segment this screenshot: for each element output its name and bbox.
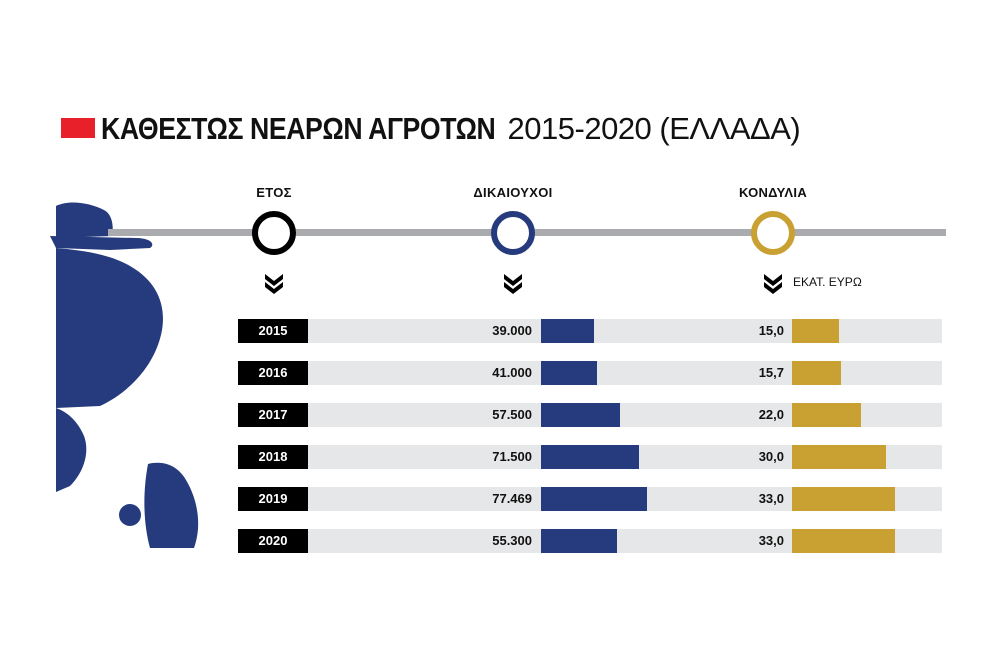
year-label: 2019 <box>238 487 308 511</box>
year-label: 2018 <box>238 445 308 469</box>
beneficiaries-value-label: 77.469 <box>492 491 532 506</box>
chart-title: ΚΑΘΕΣΤΩΣ ΝΕΑΡΩΝ ΑΓΡΟΤΩΝ 2015-2020 (ΕΛΛΑΔΑ… <box>101 110 801 148</box>
title-light: 2015-2020 (ΕΛΛΑΔΑ) <box>507 111 801 146</box>
chevron-double-down-icon <box>265 274 283 294</box>
chevron-double-down-icon <box>764 274 782 294</box>
beneficiaries-value-label: 39.000 <box>492 323 532 338</box>
beneficiaries-bar <box>541 529 617 553</box>
funds-bar <box>792 529 895 553</box>
funds-ring-icon <box>751 211 795 255</box>
beneficiaries-value-label: 55.300 <box>492 533 532 548</box>
beneficiaries-ring-icon <box>491 211 535 255</box>
row-background <box>308 361 942 385</box>
beneficiaries-bar <box>541 487 647 511</box>
beneficiaries-bar <box>541 445 639 469</box>
beneficiaries-value-label: 71.500 <box>492 449 532 464</box>
beneficiaries-bar <box>541 403 620 427</box>
funds-bar <box>792 445 886 469</box>
funds-value-label: 30,0 <box>758 449 784 464</box>
year-label: 2020 <box>238 529 308 553</box>
funds-bar <box>792 403 861 427</box>
beneficiaries-value-label: 57.500 <box>492 407 532 422</box>
year-label: 2016 <box>238 361 308 385</box>
beneficiaries-bar <box>541 319 594 343</box>
funds-value-label: 15,0 <box>758 323 784 338</box>
funds-value-label: 15,7 <box>758 365 784 380</box>
funds-bar <box>792 487 895 511</box>
funds-bar <box>792 319 839 343</box>
column-header-year: ΕΤΟΣ <box>256 185 292 200</box>
title-accent-square <box>61 118 95 138</box>
chevron-double-down-icon <box>504 274 522 294</box>
funds-value-label: 33,0 <box>758 491 784 506</box>
column-header-beneficiaries: ΔΙΚΑΙΟΥΧΟΙ <box>473 185 553 200</box>
beneficiaries-bar <box>541 361 597 385</box>
funds-value-label: 33,0 <box>758 533 784 548</box>
column-header-funds: ΚΟΝΔΥΛΙΑ <box>738 185 808 200</box>
farmer-silhouette-icon <box>50 202 199 548</box>
year-label: 2017 <box>238 403 308 427</box>
year-label: 2015 <box>238 319 308 343</box>
row-background <box>308 319 942 343</box>
funds-unit-label: ΕΚΑΤ. ΕΥΡΩ <box>793 275 862 289</box>
beneficiaries-value-label: 41.000 <box>492 365 532 380</box>
year-ring-icon <box>252 211 296 255</box>
funds-value-label: 22,0 <box>758 407 784 422</box>
title-bold: ΚΑΘΕΣΤΩΣ ΝΕΑΡΩΝ ΑΓΡΟΤΩΝ <box>101 111 496 146</box>
funds-bar <box>792 361 841 385</box>
